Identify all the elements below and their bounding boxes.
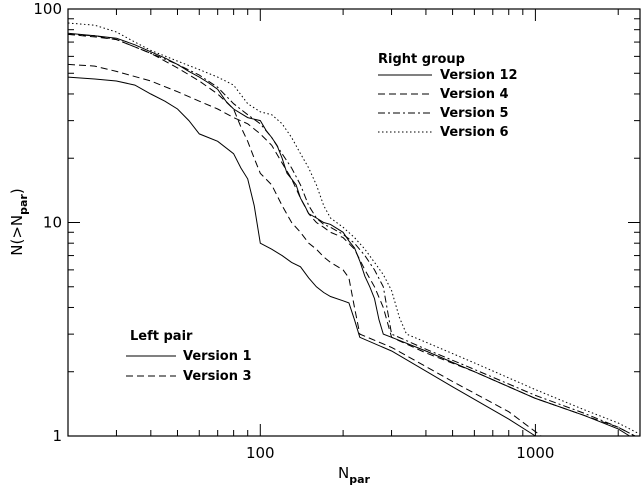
y-axis-label-sub: par bbox=[17, 194, 30, 215]
series-line-version-12 bbox=[67, 32, 630, 437]
x-axis-label-sub: par bbox=[349, 473, 370, 486]
x-axis-label-main: N bbox=[338, 464, 349, 482]
y-tick-label: 10 bbox=[43, 214, 62, 232]
tick-labels: 100 1000 1 10 100 bbox=[33, 0, 554, 462]
x-tick-label: 1000 bbox=[516, 444, 554, 462]
legend-label-version-12: Version 12 bbox=[440, 68, 518, 83]
y-axis-label-close: ) bbox=[8, 188, 26, 194]
legend-label-version-5: Version 5 bbox=[440, 106, 509, 121]
legend-title-bottom-left: Left pair bbox=[130, 329, 193, 344]
y-tick-label: 1 bbox=[52, 427, 62, 445]
legend-label-version-4: Version 4 bbox=[440, 87, 509, 102]
series-line-version-5 bbox=[67, 33, 636, 437]
plot-frame bbox=[67, 8, 641, 437]
legend-label-version-3: Version 3 bbox=[183, 369, 252, 384]
legend-label-version-6: Version 6 bbox=[440, 125, 509, 140]
x-axis-label: Npar bbox=[338, 464, 371, 486]
x-tick-label: 100 bbox=[246, 444, 275, 462]
y-tick-label: 100 bbox=[33, 0, 62, 18]
y-axis-label: N(>Npar) bbox=[8, 188, 30, 255]
series-lines bbox=[67, 22, 641, 437]
ticks bbox=[67, 8, 640, 437]
series-line-version-4 bbox=[67, 63, 636, 437]
legend-title-top-right: Right group bbox=[378, 52, 465, 67]
series-line-version-1 bbox=[67, 76, 536, 437]
y-axis-label-main: N(>N bbox=[8, 215, 26, 256]
legend-label-version-1: Version 1 bbox=[183, 349, 252, 364]
series-line-version-6 bbox=[67, 22, 641, 435]
